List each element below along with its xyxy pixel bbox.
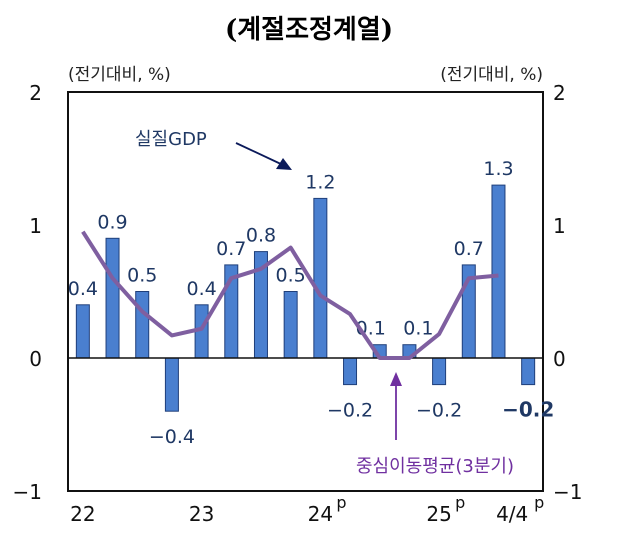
bar-data-label: 1.3 bbox=[483, 158, 513, 180]
bar bbox=[135, 291, 150, 359]
y-tick-left: 2 bbox=[29, 81, 42, 105]
x-tick-label: 4/4 bbox=[496, 502, 528, 526]
bar-data-label: 0.9 bbox=[97, 211, 127, 233]
bar bbox=[164, 357, 179, 412]
bar-data-label: 0.4 bbox=[68, 278, 98, 300]
y-tick-left: 1 bbox=[29, 214, 42, 238]
x-tick-label: 25 bbox=[426, 502, 451, 526]
bar-data-label: 0.8 bbox=[246, 225, 276, 247]
y-tick-right: 0 bbox=[553, 347, 566, 371]
bar bbox=[491, 184, 506, 359]
x-tick-label: 23 bbox=[189, 502, 214, 526]
gdp-arrowhead-icon bbox=[276, 158, 292, 170]
ma-annotation: 중심이동평균(3분기) bbox=[356, 456, 514, 477]
bar bbox=[432, 357, 447, 386]
bar-data-label: 0.5 bbox=[127, 265, 157, 287]
bar bbox=[343, 357, 358, 386]
y-tick-right: −1 bbox=[553, 480, 582, 504]
bar-data-label: 0.1 bbox=[403, 318, 433, 340]
bar-data-label: −0.2 bbox=[416, 400, 462, 422]
bar-data-label: 1.2 bbox=[305, 171, 335, 193]
ma-arrowhead-icon bbox=[390, 372, 402, 386]
right-axis-unit: (전기대비, %) bbox=[440, 65, 543, 85]
gdp-annotation-arrow bbox=[235, 142, 284, 166]
y-tick-right: 1 bbox=[553, 214, 566, 238]
bar-data-label: 0.5 bbox=[276, 265, 306, 287]
x-tick-label: 22 bbox=[70, 502, 95, 526]
gdp-annotation: 실질GDP bbox=[135, 129, 207, 150]
x-tick-superscript: p bbox=[534, 493, 544, 512]
bar bbox=[521, 357, 536, 386]
bar-data-label: 0.7 bbox=[454, 238, 484, 260]
bar-data-label: 0.4 bbox=[186, 278, 216, 300]
bar bbox=[105, 237, 120, 359]
x-tick-superscript: p bbox=[336, 493, 346, 512]
y-tick-left: −1 bbox=[13, 480, 42, 504]
y-tick-right: 2 bbox=[553, 81, 566, 105]
moving-average-line bbox=[81, 230, 499, 360]
bar bbox=[75, 304, 90, 359]
bar-data-label: 0.7 bbox=[216, 238, 246, 260]
y-tick-left: 0 bbox=[29, 347, 42, 371]
left-axis-unit: (전기대비, %) bbox=[68, 65, 171, 85]
bar bbox=[313, 197, 328, 359]
bar-data-label: −0.2 bbox=[502, 398, 554, 422]
chart-title: (계절조정계열) bbox=[225, 15, 393, 45]
bar-data-label: −0.2 bbox=[327, 400, 373, 422]
x-tick-superscript: p bbox=[455, 493, 465, 512]
bar-data-label: −0.4 bbox=[149, 426, 195, 448]
x-tick-label: 24 bbox=[308, 502, 333, 526]
bar bbox=[283, 291, 298, 359]
plot-frame bbox=[67, 91, 544, 492]
